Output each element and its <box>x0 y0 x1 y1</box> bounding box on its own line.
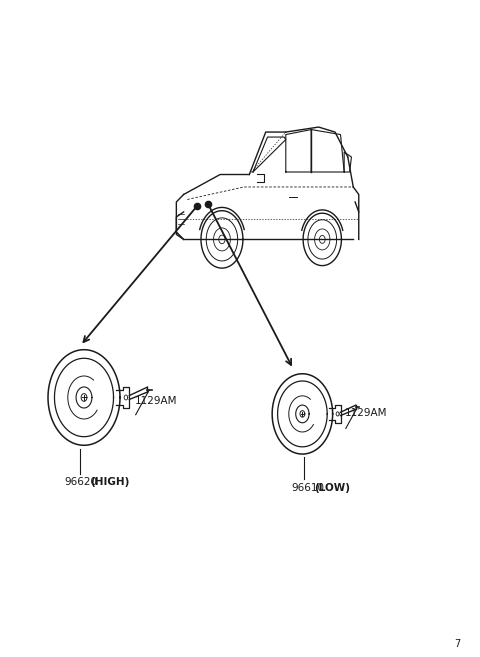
Text: 1129AM: 1129AM <box>134 396 177 406</box>
Text: 1129AM: 1129AM <box>345 409 388 419</box>
Text: 7: 7 <box>455 639 461 649</box>
Text: (HIGH): (HIGH) <box>91 477 130 487</box>
Text: (LOW): (LOW) <box>314 483 350 493</box>
Text: 96620: 96620 <box>64 477 97 487</box>
Text: 96610: 96610 <box>292 483 325 493</box>
